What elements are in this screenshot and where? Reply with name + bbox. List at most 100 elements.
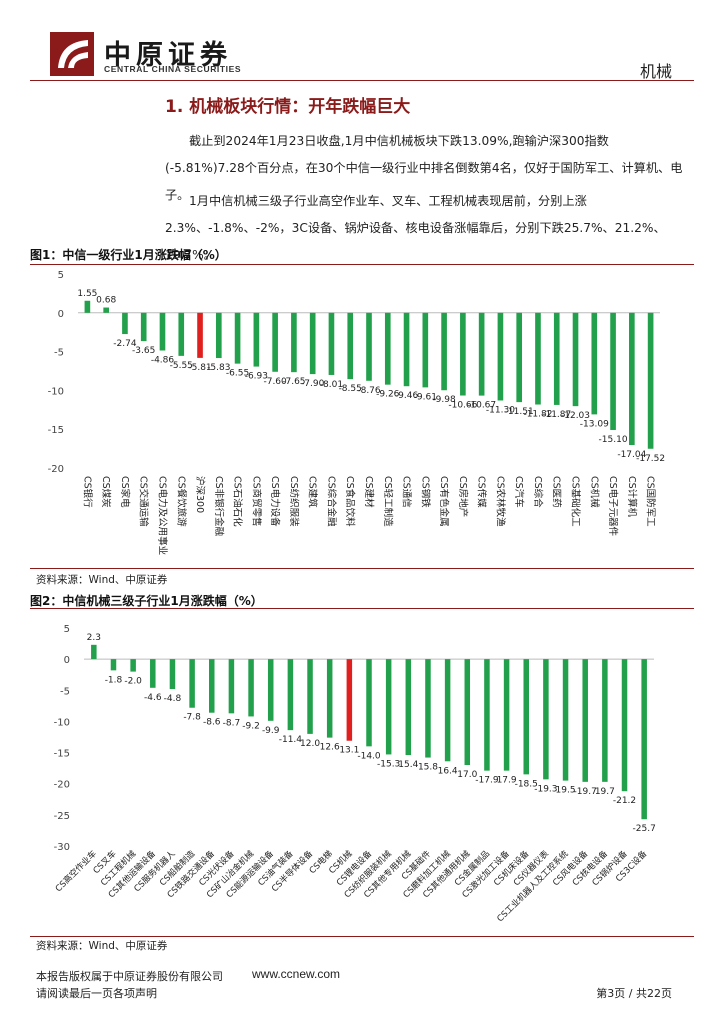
chart0-value-label: -2.74 xyxy=(113,339,137,349)
chart1-bar xyxy=(110,659,117,671)
chart1-bar xyxy=(150,659,156,688)
chart1-bar xyxy=(307,659,313,734)
chart1-value-label: -4.6 xyxy=(144,693,162,703)
figure-1-source: 资料来源：Wind、中原证券 xyxy=(36,574,168,586)
chart0-value-label: -10.67 xyxy=(467,401,496,411)
chart0-bar xyxy=(140,312,147,342)
chart1-value-label: -19.7 xyxy=(574,787,597,797)
chart0-value-label: -7.90 xyxy=(301,379,325,389)
chart0-value-label: 0.68 xyxy=(96,296,116,306)
chart0-value-label: -7.65 xyxy=(282,377,305,387)
chart0-category-label: CS建材 xyxy=(363,476,375,508)
chart1-bar xyxy=(326,659,333,738)
chart0-value-label: -3.65 xyxy=(132,346,155,356)
chart1-value-label: -8.6 xyxy=(203,718,221,728)
chart0-category-label: CS基础化工 xyxy=(570,476,582,527)
chart1-bar xyxy=(130,659,136,672)
chart1-ytick-label: 0 xyxy=(64,655,70,666)
chart0-bar xyxy=(291,312,297,373)
chart1-ytick-label: -5 xyxy=(60,686,70,697)
chart0-category-label: CS餐饮旅游 xyxy=(175,476,187,527)
chart0-value-label: -12.03 xyxy=(561,411,590,421)
chart0-value-label: -7.60 xyxy=(263,377,287,387)
chart1-value-label: 16.4 xyxy=(438,766,458,776)
figure-1-bottom-rule xyxy=(30,568,694,569)
chart0-bar xyxy=(253,312,260,367)
chart1-bar xyxy=(543,659,549,780)
chart0-bar xyxy=(159,312,166,351)
chart0-bar xyxy=(460,312,466,396)
chart0-category-label: CS银行 xyxy=(81,476,93,508)
chart0-bar xyxy=(178,312,185,356)
chart1-value-label: 2.3 xyxy=(87,633,101,643)
section-title: 1. 机械板块行情：开年跌幅巨大 xyxy=(165,97,411,117)
footer-page-number: 第3页 / 共22页 xyxy=(596,987,672,1000)
chart0-bar xyxy=(553,312,560,405)
chart1-bar xyxy=(484,659,490,771)
brand-name-cn: 中原证券 xyxy=(104,40,232,71)
chart1-value-label: 19.5 xyxy=(556,786,576,796)
chart0-category-label: CS煤炭 xyxy=(100,476,112,508)
chart0-value-label: -17.04 xyxy=(617,450,646,460)
chart0-value-label: -10.66 xyxy=(448,401,477,411)
chart1-value-label: -2.0 xyxy=(124,677,142,687)
chart0-value-label: -11.51 xyxy=(505,407,534,417)
chart1-value-label: 15.8 xyxy=(418,763,438,773)
chart1-bar xyxy=(267,659,274,721)
chart0-category-label: CS非银行金融 xyxy=(213,476,225,537)
chart1-bar xyxy=(169,659,176,690)
chart0-bar xyxy=(215,312,222,359)
chart0-value-label: -5.55 xyxy=(170,361,193,371)
chart1-bar xyxy=(385,659,392,755)
chart1-value-label: -1.8 xyxy=(105,675,123,685)
chart0-category-label: CS农林牧渔 xyxy=(494,476,506,527)
chart1-value-label: 17.0 xyxy=(457,770,477,780)
chart1-value-label: -9.9 xyxy=(262,726,280,736)
chart0-bar xyxy=(572,312,579,407)
chart1-ytick-label: -25 xyxy=(54,811,70,822)
chart0-ytick-label: -15 xyxy=(48,425,64,436)
chart0-category-label: CS电子元器件 xyxy=(607,476,619,537)
chart0-bar xyxy=(328,312,335,375)
chart0-category-label: 沪深300 xyxy=(194,476,206,513)
chart1-value-label: 13.1 xyxy=(339,746,359,756)
chart1-bar xyxy=(641,659,647,820)
chart0-value-label: -15.10 xyxy=(599,435,628,445)
chart0-value-label: -5.83 xyxy=(207,363,230,373)
chart0-bar xyxy=(366,312,372,381)
figure-2-source: 资料来源：Wind、中原证券 xyxy=(36,940,168,952)
chart0-category-label: CS机械 xyxy=(588,476,600,508)
chart0-value-label: -4.86 xyxy=(151,356,175,366)
chart1-value-label: -17.9 xyxy=(475,776,499,786)
chart1-bar xyxy=(602,659,608,782)
chart0-bar xyxy=(535,312,541,405)
chart1-bar xyxy=(209,659,215,713)
footer-website-link[interactable]: www.ccnew.com xyxy=(252,967,341,981)
paragraph-summary: 截止到2024年1月23日收盘,1月中信机械板块下跌13.09%,跑输沪深300… xyxy=(165,134,683,202)
chart0-bar xyxy=(197,312,203,358)
chart0-category-label: CS汽车 xyxy=(513,476,525,508)
paragraph-subsector: 1月中信机械三级子行业高空作业车、叉车、工程机械表现居前，分别上涨2.3%、-1… xyxy=(165,194,666,262)
chart0-category-label: CS石油石化 xyxy=(232,476,244,527)
chart1-bar xyxy=(346,659,353,741)
chart1-value-label: -18.5 xyxy=(515,779,538,789)
chart1-value-label: 15.4 xyxy=(398,760,418,770)
chart0-category-label: CS家电 xyxy=(119,476,131,508)
footer-copyright: 本报告版权属于中原证券股份有限公司 xyxy=(36,970,223,983)
chart1-value-label: 12.0 xyxy=(300,739,320,749)
chart0-value-label: -9.98 xyxy=(432,395,456,405)
chart0-ytick-label: -20 xyxy=(48,464,64,475)
chart0-category-label: CS电力设备 xyxy=(269,476,281,527)
chart0-value-label: -8.01 xyxy=(320,380,343,390)
chart0-value-label: -9.26 xyxy=(376,390,400,400)
chart0-bar xyxy=(647,312,654,449)
chart1-category-label: CS高空作业车 xyxy=(53,848,99,894)
figure-2-bottom-rule xyxy=(30,936,694,937)
chart0-category-label: CS有色金属 xyxy=(438,476,450,527)
chart0-category-label: CS食品饮料 xyxy=(344,476,356,527)
chart1-bar xyxy=(523,659,529,775)
chart0-bar xyxy=(234,312,241,364)
chart0-category-label: CS综合金融 xyxy=(325,476,337,527)
chart0-bar xyxy=(272,312,278,372)
chart0-bar xyxy=(384,312,391,385)
